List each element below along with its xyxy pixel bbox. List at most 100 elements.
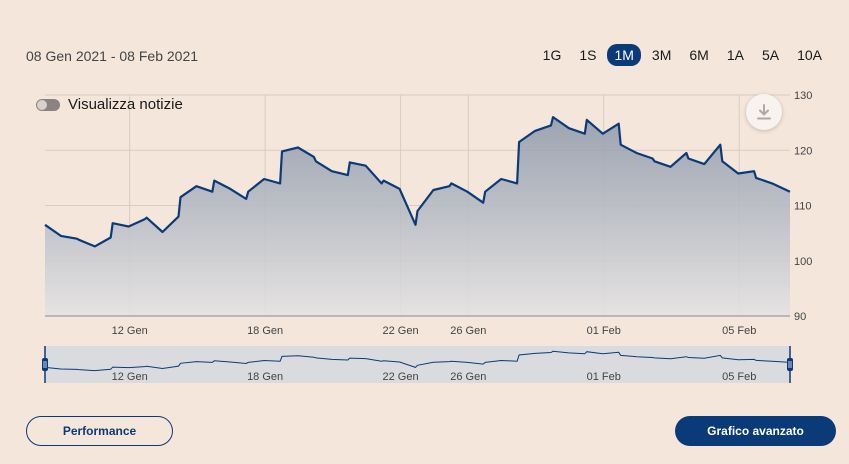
data-point[interactable] [296,146,300,150]
data-point[interactable] [312,155,316,159]
period-1s[interactable]: 1S [579,47,597,63]
data-point[interactable] [109,236,113,240]
x-tick-label: 22 Gen [383,325,419,337]
news-toggle-label: Visualizza notizie [68,96,183,113]
data-point[interactable] [414,223,418,227]
data-point[interactable] [262,177,266,181]
data-point[interactable] [702,162,706,166]
data-point[interactable] [278,181,282,185]
data-point[interactable] [346,173,350,177]
y-tick-label: 100 [794,256,812,268]
data-point[interactable] [551,115,555,119]
download-button[interactable] [746,94,782,130]
data-point[interactable] [601,132,605,136]
data-point[interactable] [194,184,198,188]
data-point[interactable] [244,197,248,201]
data-point[interactable] [210,190,214,194]
data-point[interactable] [752,169,756,173]
data-point[interactable] [770,181,774,185]
data-point[interactable] [330,169,334,173]
data-point[interactable] [736,172,740,176]
data-point[interactable] [449,181,453,185]
data-point[interactable] [718,143,722,147]
navigator-line [44,350,791,372]
data-point[interactable] [314,159,318,163]
news-toggle-group: Visualizza notizie [36,96,183,113]
performance-button[interactable]: Performance [26,416,173,446]
navigator-tick-label: 18 Gen [247,371,283,383]
data-point[interactable] [617,122,621,126]
period-5a[interactable]: 5A [761,47,780,63]
download-icon [757,104,771,120]
data-point[interactable] [212,179,216,183]
data-point[interactable] [653,159,657,163]
data-point[interactable] [127,225,131,229]
data-point[interactable] [684,151,688,155]
data-point[interactable] [280,149,284,153]
period-6m[interactable]: 6M [689,47,709,63]
data-point[interactable] [585,118,589,122]
data-point[interactable] [228,187,232,191]
data-point[interactable] [111,221,115,225]
period-1m[interactable]: 1M [607,44,641,66]
data-point[interactable] [59,234,63,238]
navigator-left-handle[interactable] [42,346,48,383]
period-1g[interactable]: 1G [542,47,562,63]
navigator-right-handle[interactable] [787,346,793,383]
x-tick-label: 18 Gen [247,325,283,337]
data-point[interactable] [382,179,386,183]
data-point[interactable] [179,195,183,199]
data-point[interactable] [515,181,519,185]
data-point[interactable] [431,188,435,192]
price-chart[interactable]: 12 Gen 18 Gen 22 Gen 26 Gen 01 Feb 05 Feb 130… [0,0,849,400]
data-point[interactable] [549,123,553,127]
data-point[interactable] [364,164,368,168]
y-tick-label: 130 [794,90,812,102]
data-point[interactable] [686,157,690,161]
data-point[interactable] [398,187,402,191]
data-point[interactable] [635,151,639,155]
data-point[interactable] [177,215,181,219]
navigator-background [45,346,790,383]
date-range: 08 Gen 2021 - 08 Feb 2021 [26,48,199,64]
period-selector: 1G 1S 1M 3M 6M 1A 5A 10A [536,44,829,66]
data-point[interactable] [583,132,587,136]
navigator-tick-label: 05 Feb [722,371,756,383]
data-point[interactable] [77,238,81,242]
data-point[interactable] [567,126,571,130]
navigator[interactable]: 12 Gen 18 Gen 22 Gen 26 Gen 01 Feb 05 Feb [42,346,793,383]
price-line [44,116,791,248]
data-point[interactable] [788,190,792,194]
data-point[interactable] [161,230,165,234]
data-point[interactable] [416,209,420,213]
data-point[interactable] [483,190,487,194]
data-point[interactable] [348,160,352,164]
news-toggle[interactable] [36,98,60,111]
data-point[interactable] [93,244,97,248]
x-tick-label: 05 Feb [722,325,756,337]
toggle-knob [37,99,47,110]
data-point[interactable] [481,201,485,205]
advanced-chart-button[interactable]: Grafico avanzato [675,416,836,446]
period-1a[interactable]: 1A [726,47,744,63]
data-point[interactable] [619,143,623,147]
period-10a[interactable]: 10A [797,47,822,63]
data-point[interactable] [720,159,724,163]
x-tick-label: 26 Gen [450,325,486,337]
y-tick-label: 90 [794,311,806,323]
data-point[interactable] [499,177,503,181]
data-point[interactable] [517,140,521,144]
x-tick-label: 01 Feb [587,325,621,337]
y-tick-label: 120 [794,145,812,157]
period-3m[interactable]: 3M [651,47,672,63]
data-point[interactable] [43,223,47,227]
data-point[interactable] [754,176,758,180]
navigator-tick-label: 12 Gen [112,371,148,383]
navigator-tick-label: 26 Gen [450,371,486,383]
data-point[interactable] [145,216,149,220]
data-point[interactable] [533,129,537,133]
data-point[interactable] [246,190,250,194]
data-point[interactable] [669,165,673,169]
x-tick-label: 12 Gen [112,325,148,337]
data-point[interactable] [465,190,469,194]
